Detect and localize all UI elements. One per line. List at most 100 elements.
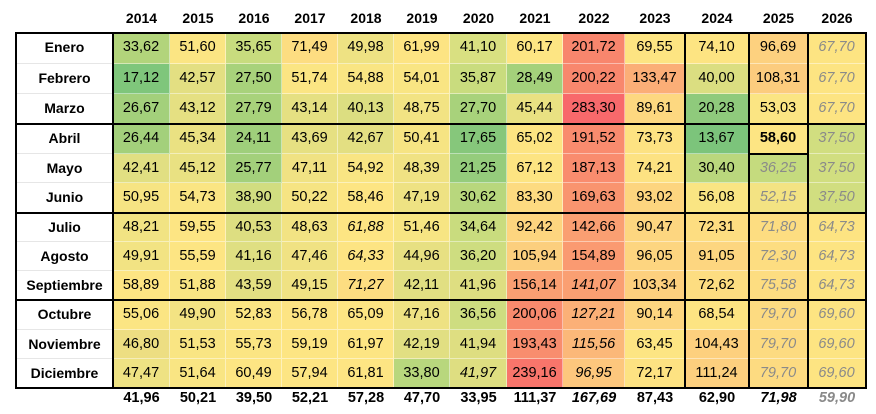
data-cell: 69,55	[625, 33, 685, 64]
data-cell: 91,05	[685, 242, 749, 271]
data-cell: 55,06	[113, 300, 170, 330]
year-header: 2025	[762, 10, 795, 26]
month-label: Febrero	[16, 64, 113, 94]
data-cell: 74,21	[625, 154, 685, 183]
quarter-separator	[15, 123, 867, 125]
data-cell: 75,58	[749, 271, 808, 300]
data-cell: 72,31	[685, 213, 749, 242]
data-cell: 37,50	[808, 183, 866, 213]
data-cell: 51,88	[170, 271, 226, 300]
data-cell: 59,55	[170, 213, 226, 242]
data-cell: 27,70	[450, 94, 507, 124]
data-cell: 60,49	[226, 359, 282, 388]
data-cell: 45,44	[507, 94, 563, 124]
data-cell: 48,21	[113, 213, 170, 242]
data-cell: 72,30	[749, 242, 808, 271]
data-cell: 64,73	[808, 213, 866, 242]
data-cell: 79,70	[749, 300, 808, 330]
quarter-separator	[15, 387, 867, 389]
data-cell: 54,01	[394, 64, 450, 94]
data-cell: 51,60	[170, 33, 226, 64]
data-cell: 49,90	[170, 300, 226, 330]
data-cell: 142,66	[563, 213, 625, 242]
data-cell: 133,47	[625, 64, 685, 94]
current-cell-border	[748, 123, 808, 125]
year-header: 2020	[462, 10, 495, 26]
data-cell: 156,14	[507, 271, 563, 300]
data-cell: 83,30	[507, 183, 563, 213]
data-cell: 30,40	[685, 154, 749, 183]
month-label: Junio	[16, 183, 113, 213]
data-cell: 193,43	[507, 330, 563, 359]
data-cell: 41,10	[450, 33, 507, 64]
month-label: Agosto	[16, 242, 113, 271]
data-cell: 44,96	[394, 242, 450, 271]
data-cell: 200,06	[507, 300, 563, 330]
data-cell: 47,47	[113, 359, 170, 388]
data-cell: 64,73	[808, 271, 866, 300]
data-cell: 50,95	[113, 183, 170, 213]
year-header: 2015	[182, 10, 214, 26]
data-cell: 115,56	[563, 330, 625, 359]
data-cell: 45,12	[170, 154, 226, 183]
current-cell-border	[748, 153, 808, 155]
year-header: 2019	[406, 10, 438, 26]
data-cell: 103,34	[625, 271, 685, 300]
data-cell: 28,49	[507, 64, 563, 94]
data-cell: 58,89	[113, 271, 170, 300]
data-cell: 187,13	[563, 154, 625, 183]
data-cell: 33,62	[113, 33, 170, 64]
data-cell: 40,53	[226, 213, 282, 242]
data-cell: 38,90	[226, 183, 282, 213]
data-cell: 57,94	[282, 359, 338, 388]
data-cell: 89,61	[625, 94, 685, 124]
data-cell: 67,70	[808, 94, 866, 124]
total-cell: 57,28	[347, 390, 385, 406]
data-cell: 60,17	[507, 33, 563, 64]
data-cell: 36,25	[749, 154, 808, 183]
data-cell: 33,80	[394, 359, 450, 388]
data-cell: 239,16	[507, 359, 563, 388]
data-cell: 30,62	[450, 183, 507, 213]
data-cell: 49,91	[113, 242, 170, 271]
data-cell: 42,41	[113, 154, 170, 183]
data-cell: 96,69	[749, 33, 808, 64]
data-cell: 52,15	[749, 183, 808, 213]
data-cell: 35,87	[450, 64, 507, 94]
month-label: Diciembre	[16, 359, 113, 388]
data-cell: 105,94	[507, 242, 563, 271]
data-cell: 26,44	[113, 124, 170, 154]
data-cell: 17,12	[113, 64, 170, 94]
data-cell: 41,16	[226, 242, 282, 271]
data-cell: 51,64	[170, 359, 226, 388]
year-header: 2016	[238, 10, 270, 26]
data-cell: 74,10	[685, 33, 749, 64]
month-label: Septiembre	[16, 271, 113, 300]
data-cell: 50,22	[282, 183, 338, 213]
data-cell: 71,27	[338, 271, 394, 300]
data-cell: 61,99	[394, 33, 450, 64]
data-cell: 96,95	[563, 359, 625, 388]
column-separator	[807, 33, 809, 388]
month-label: Octubre	[16, 300, 113, 330]
data-cell: 48,39	[394, 154, 450, 183]
data-cell: 141,07	[563, 271, 625, 300]
total-cell: 111,37	[513, 390, 557, 406]
total-cell: 50,21	[179, 390, 217, 406]
data-cell: 61,88	[338, 213, 394, 242]
quarter-separator	[15, 32, 867, 34]
data-cell: 17,65	[450, 124, 507, 154]
table-border	[865, 33, 867, 389]
data-cell: 51,53	[170, 330, 226, 359]
table-border	[15, 33, 17, 389]
data-cell: 56,78	[282, 300, 338, 330]
data-cell: 108,31	[749, 64, 808, 94]
data-cell: 54,92	[338, 154, 394, 183]
data-cell: 92,42	[507, 213, 563, 242]
data-cell: 79,70	[749, 330, 808, 359]
data-cell: 61,97	[338, 330, 394, 359]
data-cell: 58,60	[749, 124, 808, 154]
data-cell: 20,28	[685, 94, 749, 124]
data-cell: 36,20	[450, 242, 507, 271]
data-cell: 51,74	[282, 64, 338, 94]
